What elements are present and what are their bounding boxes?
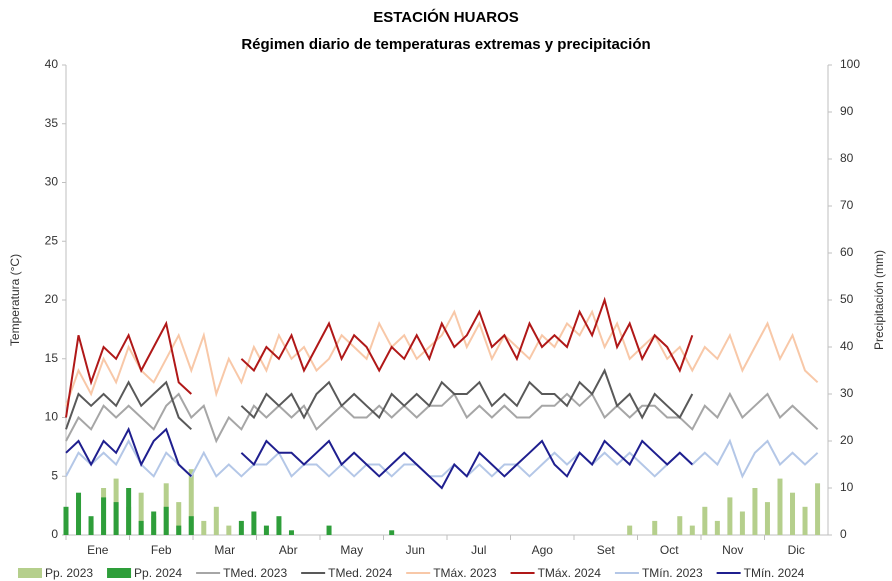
temp-line bbox=[65, 368, 694, 431]
precip-bar bbox=[802, 506, 808, 535]
legend-swatch bbox=[18, 568, 42, 578]
x-tick-label: Ene bbox=[87, 543, 109, 557]
legend-label: TMed. 2023 bbox=[223, 566, 287, 580]
precip-bar bbox=[126, 488, 132, 535]
y2-tick-label: 80 bbox=[840, 151, 854, 165]
y-axis-label: Temperatura (°C) bbox=[8, 254, 22, 346]
y2-tick-label: 90 bbox=[840, 104, 854, 118]
precip-bar bbox=[138, 492, 144, 535]
x-tick-label: Oct bbox=[660, 543, 679, 557]
temp-line bbox=[65, 296, 694, 418]
y2-tick-label: 10 bbox=[840, 480, 854, 494]
precip-bar bbox=[790, 492, 796, 535]
precip-bar bbox=[815, 483, 821, 535]
precip-bar bbox=[188, 516, 194, 535]
precip-bar bbox=[288, 530, 294, 535]
precip-bar bbox=[714, 520, 720, 535]
y2-tick-label: 40 bbox=[840, 339, 854, 353]
temp-line bbox=[65, 309, 819, 407]
x-tick-label: Dic bbox=[788, 543, 805, 557]
y2-tick-label: 30 bbox=[840, 386, 854, 400]
y-tick-label: 25 bbox=[45, 233, 59, 247]
precip-bar bbox=[101, 497, 107, 535]
precip-bar bbox=[752, 488, 758, 535]
legend-label: TMín. 2023 bbox=[642, 566, 703, 580]
precip-bar bbox=[702, 506, 708, 535]
y-tick-label: 0 bbox=[51, 527, 58, 541]
x-tick-label: Mar bbox=[214, 543, 235, 557]
x-tick-label: Jun bbox=[406, 543, 425, 557]
x-tick-label: Nov bbox=[722, 543, 743, 557]
y2-tick-label: 50 bbox=[840, 292, 854, 306]
legend-label: Pp. 2024 bbox=[134, 566, 182, 580]
precip-bar bbox=[739, 511, 745, 535]
y2-tick-label: 20 bbox=[840, 433, 854, 447]
precip-bar bbox=[727, 497, 733, 535]
y-tick-label: 20 bbox=[45, 292, 59, 306]
precip-bar bbox=[88, 516, 94, 535]
precip-bar bbox=[263, 525, 269, 535]
precip-bar bbox=[151, 511, 157, 535]
precip-bar bbox=[251, 511, 257, 535]
precip-bar bbox=[188, 469, 194, 535]
legend-label: Pp. 2023 bbox=[45, 566, 93, 580]
y2-tick-label: 70 bbox=[840, 198, 854, 212]
x-tick-label: Abr bbox=[279, 543, 298, 557]
y-tick-label: 30 bbox=[45, 175, 59, 189]
legend-label: TMáx. 2023 bbox=[433, 566, 497, 580]
x-tick-label: Ago bbox=[532, 543, 554, 557]
y-tick-label: 10 bbox=[45, 410, 59, 424]
x-tick-label: May bbox=[340, 543, 363, 557]
precip-bar bbox=[201, 520, 207, 535]
precip-bar bbox=[63, 506, 69, 535]
precip-bar bbox=[689, 525, 695, 535]
precip-bar bbox=[138, 520, 144, 535]
precip-bar bbox=[276, 516, 282, 535]
temp-line bbox=[65, 438, 819, 479]
y-tick-label: 35 bbox=[45, 116, 59, 130]
legend-label: TMáx. 2024 bbox=[538, 566, 602, 580]
precip-bar bbox=[389, 530, 395, 535]
legend-swatch bbox=[107, 568, 132, 578]
precip-bar bbox=[238, 520, 244, 535]
precip-bar bbox=[326, 525, 332, 535]
y-tick-label: 15 bbox=[45, 351, 59, 365]
y2-tick-label: 0 bbox=[840, 527, 847, 541]
chart-title: ESTACIÓN HUAROS bbox=[373, 8, 519, 26]
y2-tick-label: 60 bbox=[840, 245, 854, 259]
precip-bar bbox=[176, 502, 182, 535]
precip-bar bbox=[777, 478, 783, 535]
legend-label: TMed. 2024 bbox=[328, 566, 392, 580]
x-tick-label: Jul bbox=[471, 543, 486, 557]
precip-bar bbox=[652, 520, 658, 535]
temp-line bbox=[65, 426, 693, 490]
precip-bar bbox=[764, 502, 770, 535]
precip-bar bbox=[163, 506, 169, 535]
x-tick-label: Set bbox=[597, 543, 616, 557]
y2-tick-label: 100 bbox=[840, 57, 860, 71]
precip-bar bbox=[213, 506, 219, 535]
y-tick-label: 40 bbox=[45, 57, 59, 71]
temp-line bbox=[65, 391, 819, 444]
precip-bar bbox=[176, 525, 182, 535]
precip-bar bbox=[677, 516, 683, 535]
legend-label: TMín. 2024 bbox=[744, 566, 805, 580]
x-tick-label: Feb bbox=[151, 543, 172, 557]
precip-bar bbox=[627, 525, 633, 535]
precip-bar bbox=[76, 492, 82, 535]
chart-subtitle: Régimen diario de temperaturas extremas … bbox=[241, 36, 650, 53]
precip-bar bbox=[113, 502, 119, 535]
y-tick-label: 5 bbox=[51, 468, 58, 482]
y2-axis-label: Precipitación (mm) bbox=[872, 250, 886, 350]
precip-bar bbox=[226, 525, 232, 535]
